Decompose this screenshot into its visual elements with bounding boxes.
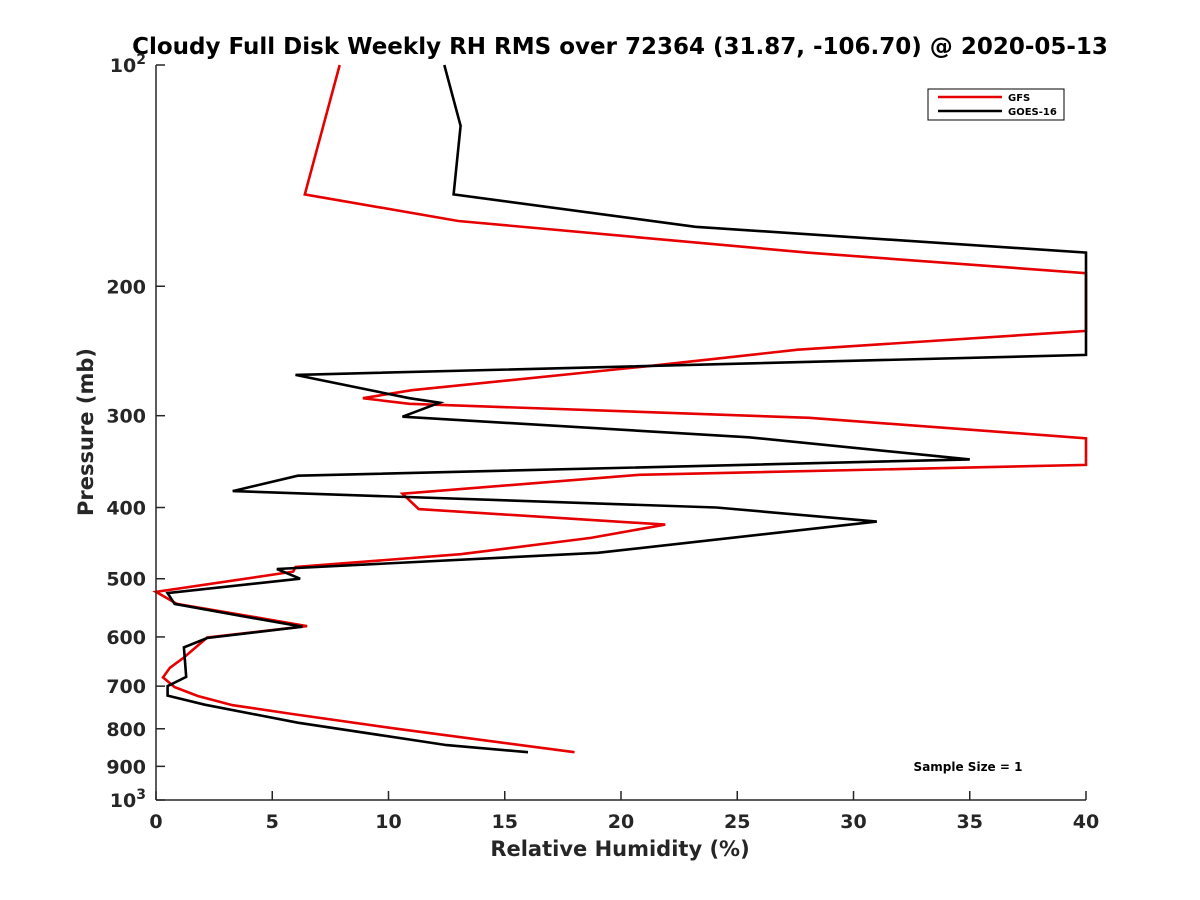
y-tick-label: 600 xyxy=(106,627,146,649)
y-tick-label: 700 xyxy=(106,676,146,698)
y-tick-label: 400 xyxy=(106,498,146,520)
legend: GFS GOES-16 xyxy=(927,88,1065,121)
legend-label-goes16: GOES-16 xyxy=(1008,107,1057,118)
series-layer xyxy=(152,64,1088,754)
y-tick-label: 800 xyxy=(106,719,146,741)
x-tick-label: 30 xyxy=(840,811,866,833)
legend-label-gfs: GFS xyxy=(1008,93,1030,104)
sample-size-annotation: Sample Size = 1 xyxy=(914,760,1023,774)
series-line-goes16 xyxy=(165,64,1088,754)
legend-box xyxy=(927,88,1065,121)
y-tick-label: 102 xyxy=(110,52,146,77)
y-tick-label: 500 xyxy=(106,569,146,591)
x-tick-label: 25 xyxy=(724,811,750,833)
y-axis-label: Pressure (mb) xyxy=(74,348,98,516)
y-tick-label: 300 xyxy=(106,406,146,428)
x-tick-label: 0 xyxy=(149,811,162,833)
x-tick-label: 20 xyxy=(608,811,634,833)
x-tick-label: 40 xyxy=(1073,811,1099,833)
axes-layer: 0 5 10 15 20 25 30 35 40 102 200 300 400 500 600 700 800… xyxy=(106,52,1099,833)
x-tick-label: 10 xyxy=(375,811,401,833)
x-tick-label: 5 xyxy=(266,811,279,833)
chart-title: Cloudy Full Disk Weekly RH RMS over 7236… xyxy=(132,34,1108,60)
x-tick-label: 15 xyxy=(492,811,518,833)
series-line-gfs xyxy=(152,64,1088,754)
y-tick-label: 103 xyxy=(110,787,146,812)
y-tick-label: 200 xyxy=(106,276,146,298)
y-tick-label: 900 xyxy=(106,756,146,778)
x-tick-label: 35 xyxy=(957,811,983,833)
x-axis-label: Relative Humidity (%) xyxy=(490,837,749,861)
